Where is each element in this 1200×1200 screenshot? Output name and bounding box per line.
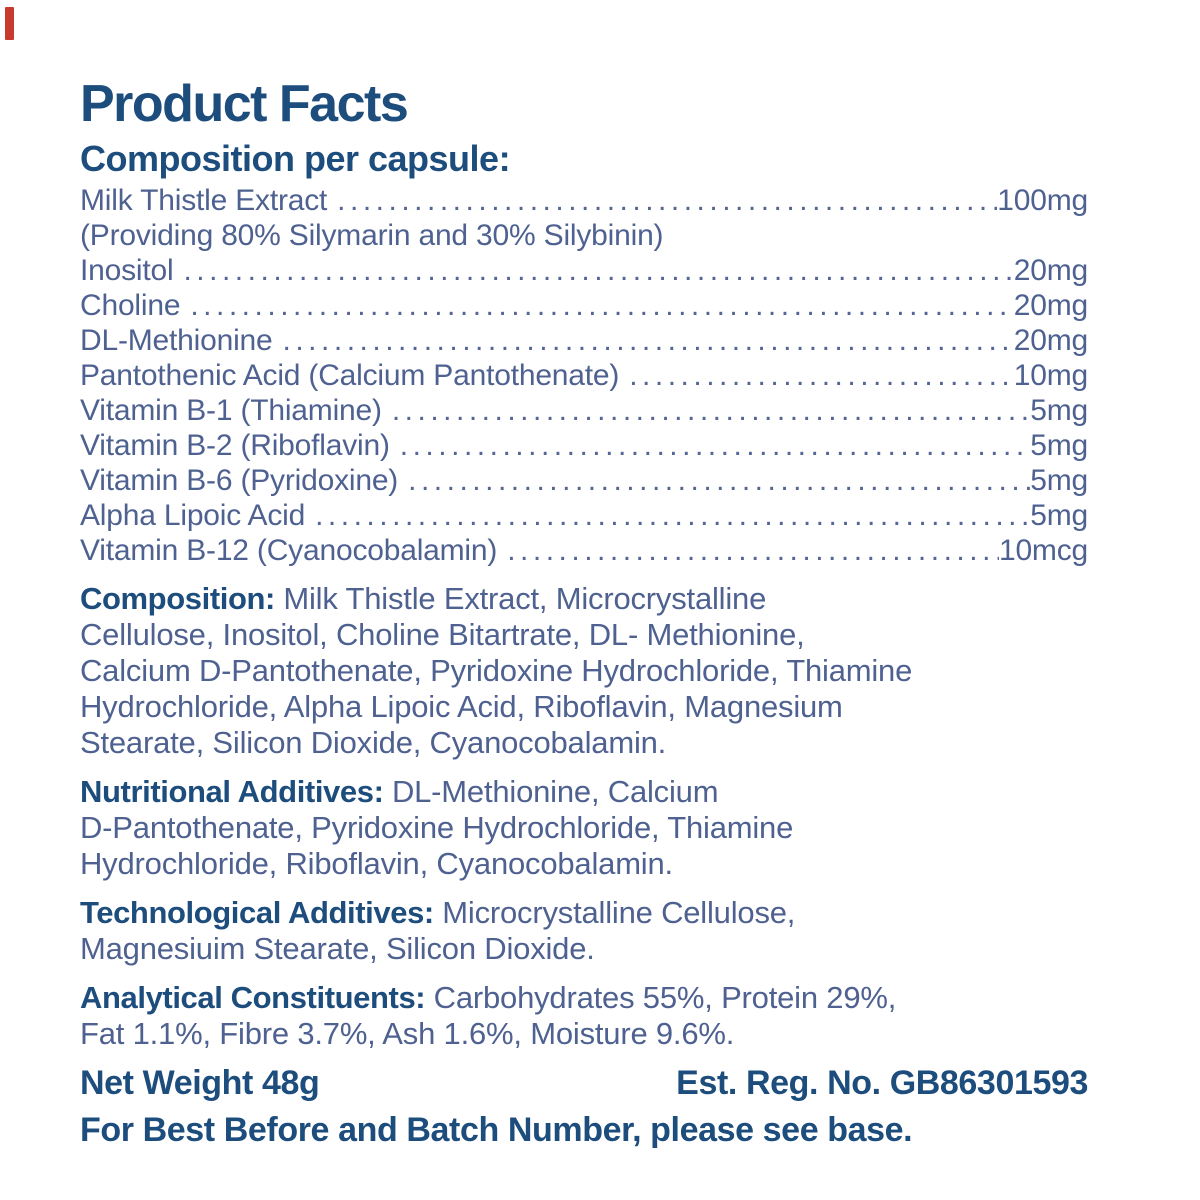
technological-additives-section: Technological Additives: Microcrystallin… [80, 895, 1088, 967]
ingredient-row-vitamin-b6: Vitamin B-6 (Pyridoxine) ...............… [80, 463, 1088, 498]
ingredient-amount: 5mg [1030, 464, 1088, 498]
ingredient-amount: 20mg [1013, 324, 1088, 358]
technological-additives-label: Technological Additives: [80, 895, 434, 931]
providing-note: (Providing 80% Silymarin and 30% Silybin… [80, 219, 664, 253]
composition-section: Composition: Milk Thistle Extract, Micro… [80, 581, 1088, 761]
scan-artifact-red-mark [5, 7, 14, 40]
ingredient-name: Vitamin B-2 (Riboflavin) [80, 429, 390, 463]
composition-label: Composition: [80, 581, 275, 617]
ingredient-row-choline: Choline ................................… [80, 288, 1088, 323]
ingredient-table: Milk Thistle Extract ...................… [80, 183, 1088, 568]
ingredient-name: Vitamin B-1 (Thiamine) [80, 394, 382, 428]
ingredient-row-vitamin-b12: Vitamin B-12 (Cyanocobalamin) ..........… [80, 533, 1088, 568]
ingredient-row-vitamin-b1: Vitamin B-1 (Thiamine) .................… [80, 393, 1088, 428]
dot-leader: ........................................… [190, 289, 1013, 323]
ingredient-row-alpha-lipoic-acid: Alpha Lipoic Acid ......................… [80, 498, 1088, 533]
dot-leader: ........................................… [629, 359, 1014, 393]
dot-leader: ........................................… [315, 499, 1030, 533]
ingredient-name: Alpha Lipoic Acid [80, 499, 306, 533]
ingredient-name: Choline [80, 289, 181, 323]
ingredient-amount: 10mg [1013, 359, 1088, 393]
dot-leader: ........................................… [408, 464, 1030, 498]
analytical-constituents-text: Carbohydrates 55%, Protein 29%, Fat 1.1%… [80, 980, 897, 1052]
ingredient-amount: 20mg [1013, 289, 1088, 323]
ingredient-row-vitamin-b2: Vitamin B-2 (Riboflavin) ...............… [80, 428, 1088, 463]
ingredient-row-milk-thistle: Milk Thistle Extract ...................… [80, 183, 1088, 218]
dot-leader: ........................................… [399, 429, 1030, 463]
ingredient-name: Inositol [80, 254, 174, 288]
dot-leader: ........................................… [391, 394, 1031, 428]
dot-leader: ........................................… [507, 534, 999, 568]
analytical-constituents-section: Analytical Constituents: Carbohydrates 5… [80, 980, 1088, 1052]
best-before-note: For Best Before and Batch Number, please… [80, 1111, 913, 1150]
ingredient-amount: 5mg [1030, 394, 1088, 428]
composition-text: Milk Thistle Extract, Microcrystalline C… [80, 581, 913, 761]
providing-note-row: (Providing 80% Silymarin and 30% Silybin… [80, 218, 1088, 253]
nutritional-additives-section: Nutritional Additives: DL-Methionine, Ca… [80, 774, 1088, 882]
analytical-constituents-label: Analytical Constituents: [80, 980, 426, 1016]
ingredient-amount: 100mg [997, 184, 1088, 218]
ingredient-row-dl-methionine: DL-Methionine ..........................… [80, 323, 1088, 358]
est-reg-number: Est. Reg. No. GB86301593 [676, 1064, 1088, 1103]
technological-additives-text: Microcrystalline Cellulose, Magnesiuim S… [80, 895, 796, 967]
weight-registration-row: Net Weight 48g Est. Reg. No. GB86301593 [80, 1064, 1088, 1103]
ingredient-row-pantothenic-acid: Pantothenic Acid (Calcium Pantothenate) … [80, 358, 1088, 393]
dot-leader: ........................................… [337, 184, 998, 218]
ingredient-amount: 5mg [1030, 429, 1088, 463]
ingredient-name: Vitamin B-12 (Cyanocobalamin) [80, 534, 498, 568]
ingredient-name: Pantothenic Acid (Calcium Pantothenate) [80, 359, 620, 393]
page-title: Product Facts [80, 75, 409, 133]
ingredient-amount: 20mg [1013, 254, 1088, 288]
nutritional-additives-label: Nutritional Additives: [80, 774, 384, 810]
net-weight: Net Weight 48g [80, 1064, 320, 1103]
composition-per-capsule-heading: Composition per capsule: [80, 138, 511, 180]
product-facts-label: Product Facts Composition per capsule: M… [80, 75, 1088, 1150]
ingredient-amount: 5mg [1030, 499, 1088, 533]
ingredient-name: Vitamin B-6 (Pyridoxine) [80, 464, 399, 498]
dot-leader: ........................................… [183, 254, 1013, 288]
ingredient-name: DL-Methionine [80, 324, 273, 358]
dot-leader: ........................................… [282, 324, 1014, 358]
ingredient-amount: 10mcg [998, 534, 1088, 568]
nutritional-additives-text: DL-Methionine, Calcium D-Pantothenate, P… [80, 774, 794, 882]
ingredient-row-inositol: Inositol ...............................… [80, 253, 1088, 288]
ingredient-name: Milk Thistle Extract [80, 184, 328, 218]
